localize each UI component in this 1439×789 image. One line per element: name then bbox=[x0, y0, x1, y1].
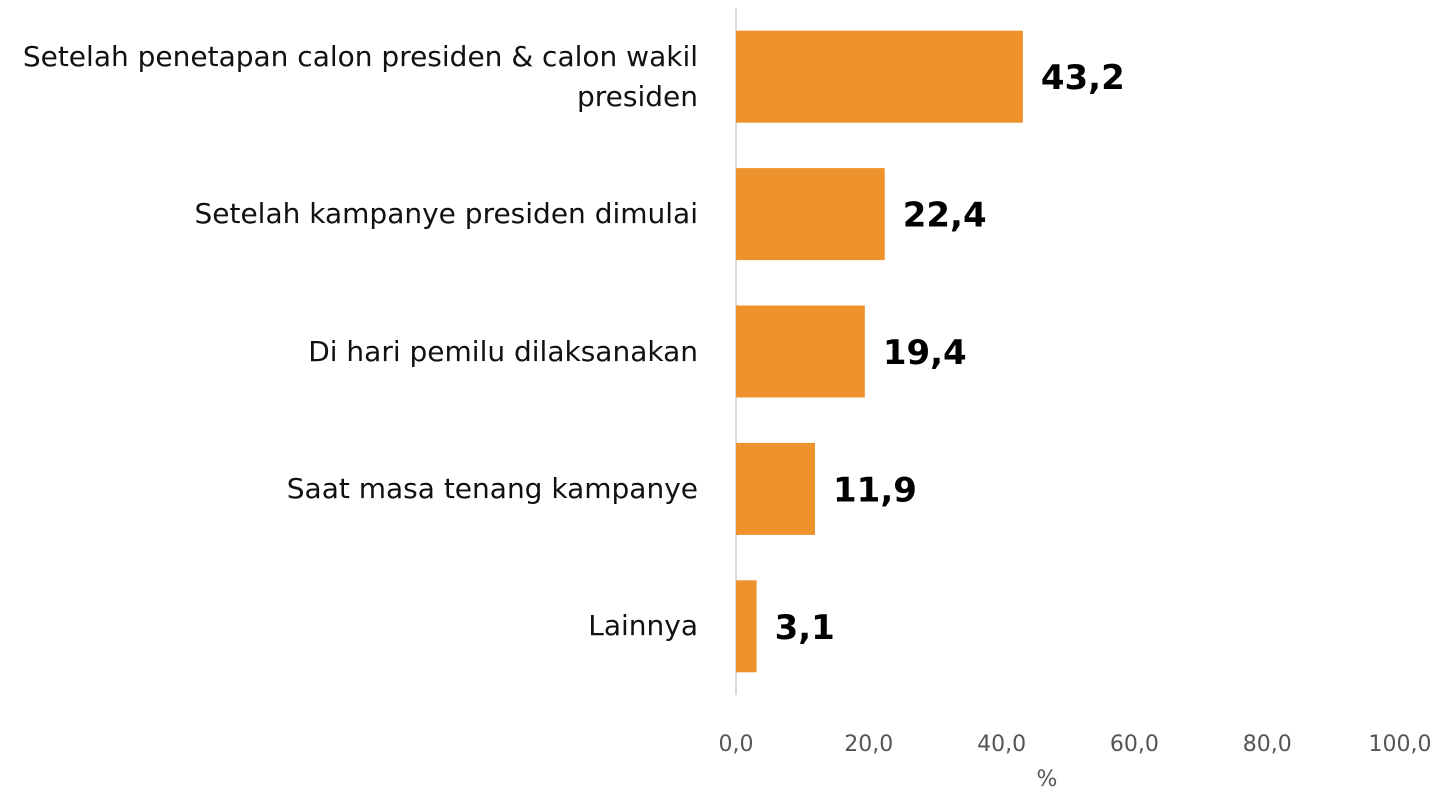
x-tick-label: 80,0 bbox=[1243, 732, 1292, 757]
category-label: Di hari pemilu dilaksanakan bbox=[308, 334, 698, 368]
bar bbox=[736, 305, 865, 398]
x-tick-label: 60,0 bbox=[1110, 732, 1159, 757]
bar bbox=[736, 580, 757, 673]
x-tick-label: 0,0 bbox=[719, 732, 754, 757]
data-label: 19,4 bbox=[883, 333, 967, 373]
bar bbox=[736, 442, 816, 535]
category-label: Lainnya bbox=[588, 609, 698, 643]
category-label: Saat masa tenang kampanye bbox=[286, 471, 698, 505]
x-tick-label: 100,0 bbox=[1369, 732, 1432, 757]
data-label: 43,2 bbox=[1041, 58, 1125, 98]
category-label: Setelah kampanye presiden dimulai bbox=[194, 197, 698, 231]
category-label: Setelah penetapan calon presiden & calon… bbox=[22, 39, 698, 113]
bar bbox=[736, 30, 1023, 123]
x-tick-label: 20,0 bbox=[844, 732, 893, 757]
bar bbox=[736, 168, 885, 261]
x-tick-label: 40,0 bbox=[977, 732, 1026, 757]
data-label: 3,1 bbox=[775, 608, 835, 648]
x-axis-label: % bbox=[1037, 767, 1058, 789]
data-label: 22,4 bbox=[903, 196, 987, 236]
data-label: 11,9 bbox=[833, 470, 917, 510]
